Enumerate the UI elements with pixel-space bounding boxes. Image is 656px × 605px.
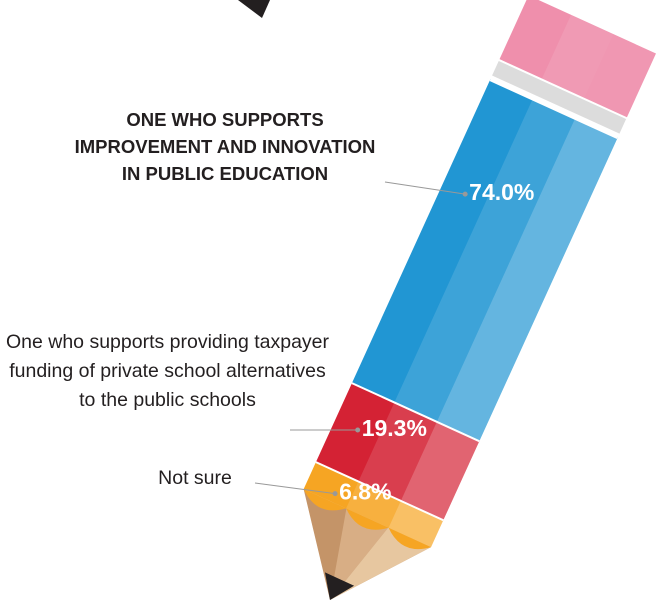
leader-dot bbox=[355, 427, 361, 433]
category-label: Not sure bbox=[158, 467, 232, 489]
leader-dot bbox=[462, 191, 468, 197]
stripe bbox=[358, 401, 438, 500]
pencil-segment bbox=[316, 382, 480, 520]
graphite bbox=[324, 572, 355, 600]
wood bbox=[330, 508, 389, 600]
stripe bbox=[346, 480, 402, 528]
separator bbox=[489, 77, 619, 140]
scallop bbox=[303, 489, 347, 511]
value-label: 19.3% bbox=[362, 415, 427, 441]
stripe bbox=[388, 499, 444, 548]
value-label: 6.8% bbox=[339, 479, 391, 505]
pencil-segment bbox=[303, 461, 444, 548]
stripe bbox=[437, 117, 618, 441]
stripe bbox=[394, 98, 576, 421]
separator bbox=[351, 380, 481, 443]
eraser bbox=[499, 0, 656, 118]
scallop bbox=[346, 508, 389, 530]
stripe bbox=[401, 420, 480, 520]
leader-dot bbox=[332, 491, 338, 497]
leader-line bbox=[254, 482, 336, 495]
category-label: One who supports providing taxpayer fund… bbox=[5, 331, 330, 411]
ferrule bbox=[492, 60, 627, 134]
stripe bbox=[584, 34, 656, 118]
pencil bbox=[303, 0, 656, 600]
pencil-segment bbox=[352, 79, 618, 441]
decoration bbox=[238, 0, 270, 18]
leader-line bbox=[384, 181, 466, 195]
category-label: ONE WHO SUPPORTS IMPROVEMENT AND INNOVAT… bbox=[74, 109, 376, 184]
value-label: 74.0% bbox=[469, 179, 534, 205]
scallop bbox=[388, 527, 432, 550]
stripe bbox=[542, 14, 614, 98]
